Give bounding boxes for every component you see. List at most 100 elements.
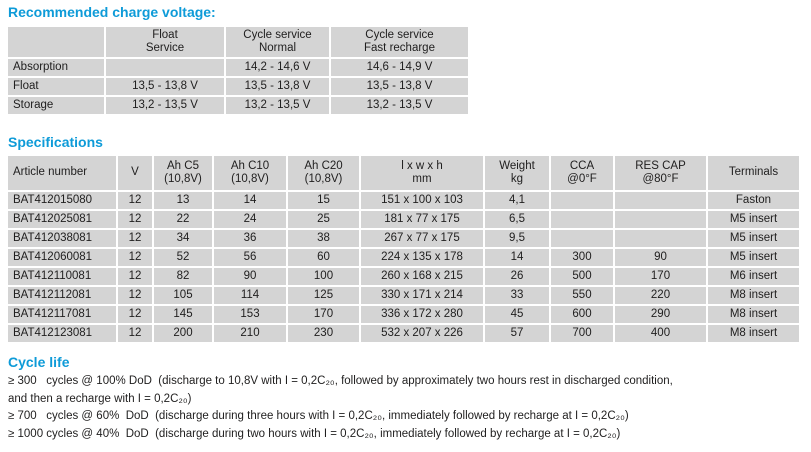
table-cell bbox=[106, 59, 224, 76]
table-cell: 532 x 207 x 226 bbox=[361, 325, 483, 342]
cycle-life-line-700: ≥ 700 cycles @ 60% DoD (discharge during… bbox=[8, 410, 629, 422]
table-cell: Absorption bbox=[8, 59, 104, 76]
table-cell: 82 bbox=[154, 268, 212, 285]
header-row: Float Service Cycle service Normal Cycle s… bbox=[8, 27, 468, 57]
table-row: BAT412015080 12 13 14 15 151 x 100 x 103 4,1 Fa… bbox=[8, 192, 799, 209]
table-row: BAT412060081 12 52 56 60 224 x 135 x 178 14 300… bbox=[8, 249, 799, 266]
charge-voltage-table: Float Service Cycle service Normal Cycle s… bbox=[6, 25, 470, 116]
table-cell: 26 bbox=[485, 268, 549, 285]
table-cell: 12 bbox=[118, 230, 152, 247]
table-cell: 13,5 - 13,8 V bbox=[331, 78, 468, 95]
table-cell: 200 bbox=[154, 325, 212, 342]
table-cell: 24 bbox=[214, 211, 286, 228]
table-row: Float 13,5 - 13,8 V 13,5 - 13,8 V 13,5 - 13… bbox=[8, 78, 468, 95]
column-header bbox=[8, 27, 104, 57]
table-cell: 114 bbox=[214, 287, 286, 304]
table-cell: M8 insert bbox=[708, 306, 799, 323]
table-cell: 57 bbox=[485, 325, 549, 342]
table-row: Storage 13,2 - 13,5 V 13,2 - 13,5 V 13,2 - … bbox=[8, 97, 468, 114]
table-cell: 500 bbox=[551, 268, 613, 285]
table-cell: 550 bbox=[551, 287, 613, 304]
column-header: Weight kg bbox=[485, 156, 549, 190]
table-cell: 36 bbox=[214, 230, 286, 247]
table-cell: 170 bbox=[615, 268, 706, 285]
column-header: V bbox=[118, 156, 152, 190]
table-cell bbox=[551, 230, 613, 247]
table-row: BAT412110081 12 82 90 100 260 x 168 x 215 26 50… bbox=[8, 268, 799, 285]
column-header: Ah C10 (10,8V) bbox=[214, 156, 286, 190]
table-cell: 330 x 171 x 214 bbox=[361, 287, 483, 304]
table-cell bbox=[551, 192, 613, 209]
table-row: BAT412025081 12 22 24 25 181 x 77 x 175 6,5 M5 … bbox=[8, 211, 799, 228]
table-cell: M8 insert bbox=[708, 287, 799, 304]
specifications-table: Article number V Ah C5 (10,8V) Ah C10 (10,8… bbox=[6, 154, 801, 344]
table-cell: BAT412015080 bbox=[8, 192, 116, 209]
table-cell: BAT412110081 bbox=[8, 268, 116, 285]
column-header: Terminals bbox=[708, 156, 799, 190]
table-cell: 13,2 - 13,5 V bbox=[226, 97, 329, 114]
table-cell: 151 x 100 x 103 bbox=[361, 192, 483, 209]
column-header: Cycle service Fast recharge bbox=[331, 27, 468, 57]
table-cell: M8 insert bbox=[708, 325, 799, 342]
table-row: BAT412117081 12 145 153 170 336 x 172 x 280 45… bbox=[8, 306, 799, 323]
table-cell bbox=[615, 230, 706, 247]
table-cell: 145 bbox=[154, 306, 212, 323]
table-row: BAT412038081 12 34 36 38 267 x 77 x 175 9,5 M5 … bbox=[8, 230, 799, 247]
table-cell: 12 bbox=[118, 211, 152, 228]
table-cell: 14 bbox=[485, 249, 549, 266]
table-cell: 90 bbox=[214, 268, 286, 285]
table-cell: 220 bbox=[615, 287, 706, 304]
table-cell: 125 bbox=[288, 287, 359, 304]
table-cell: 700 bbox=[551, 325, 613, 342]
column-header: Float Service bbox=[106, 27, 224, 57]
table-cell: 12 bbox=[118, 306, 152, 323]
table-cell: 224 x 135 x 178 bbox=[361, 249, 483, 266]
column-header: Cycle service Normal bbox=[226, 27, 329, 57]
table-cell: 300 bbox=[551, 249, 613, 266]
table-cell: 45 bbox=[485, 306, 549, 323]
table-cell: 170 bbox=[288, 306, 359, 323]
table-cell: 13,5 - 13,8 V bbox=[226, 78, 329, 95]
table-cell: 9,5 bbox=[485, 230, 549, 247]
table-cell: 14,2 - 14,6 V bbox=[226, 59, 329, 76]
table-row: BAT412112081 12 105 114 125 330 x 171 x 214 33… bbox=[8, 287, 799, 304]
table-cell: 14,6 - 14,9 V bbox=[331, 59, 468, 76]
cycle-life-line-1000: ≥ 1000 cycles @ 40% DoD (discharge durin… bbox=[8, 427, 621, 440]
table-cell: Faston bbox=[708, 192, 799, 209]
table-cell: 100 bbox=[288, 268, 359, 285]
table-cell: M5 insert bbox=[708, 230, 799, 247]
table-cell: BAT412123081 bbox=[8, 325, 116, 342]
cycle-life-heading: Cycle life bbox=[8, 354, 70, 370]
table-cell: 4,1 bbox=[485, 192, 549, 209]
cycle-life-text: ≥ 300 cycles @ 100% DoD (discharge to 10… bbox=[8, 373, 803, 443]
table-cell: 25 bbox=[288, 211, 359, 228]
cycle-life-line-300: ≥ 300 cycles @ 100% DoD (discharge to 10… bbox=[8, 375, 673, 387]
table-cell: 12 bbox=[118, 268, 152, 285]
table-cell: M5 insert bbox=[708, 211, 799, 228]
table-cell bbox=[615, 211, 706, 228]
table-cell: 13,5 - 13,8 V bbox=[106, 78, 224, 95]
table-cell: BAT412112081 bbox=[8, 287, 116, 304]
table-cell: Float bbox=[8, 78, 104, 95]
table-cell bbox=[551, 211, 613, 228]
table-cell: 15 bbox=[288, 192, 359, 209]
table-cell: 33 bbox=[485, 287, 549, 304]
table-cell: 56 bbox=[214, 249, 286, 266]
column-header: Ah C5 (10,8V) bbox=[154, 156, 212, 190]
table-cell: 12 bbox=[118, 325, 152, 342]
table-cell: BAT412117081 bbox=[8, 306, 116, 323]
specifications-heading: Specifications bbox=[8, 134, 103, 150]
table-cell: 13,2 - 13,5 V bbox=[331, 97, 468, 114]
table-cell: 60 bbox=[288, 249, 359, 266]
table-row: BAT412123081 12 200 210 230 532 x 207 x 226 57… bbox=[8, 325, 799, 342]
table-cell: 13,2 - 13,5 V bbox=[106, 97, 224, 114]
table-cell: 290 bbox=[615, 306, 706, 323]
table-cell: 12 bbox=[118, 192, 152, 209]
table-cell: 13 bbox=[154, 192, 212, 209]
table-cell: Storage bbox=[8, 97, 104, 114]
table-cell: 181 x 77 x 175 bbox=[361, 211, 483, 228]
cycle-life-line-300-cont: and then a recharge with I = 0,2C₂₀) bbox=[8, 392, 192, 405]
header-row: Article number V Ah C5 (10,8V) Ah C10 (10,8… bbox=[8, 156, 799, 190]
table-cell: 12 bbox=[118, 287, 152, 304]
